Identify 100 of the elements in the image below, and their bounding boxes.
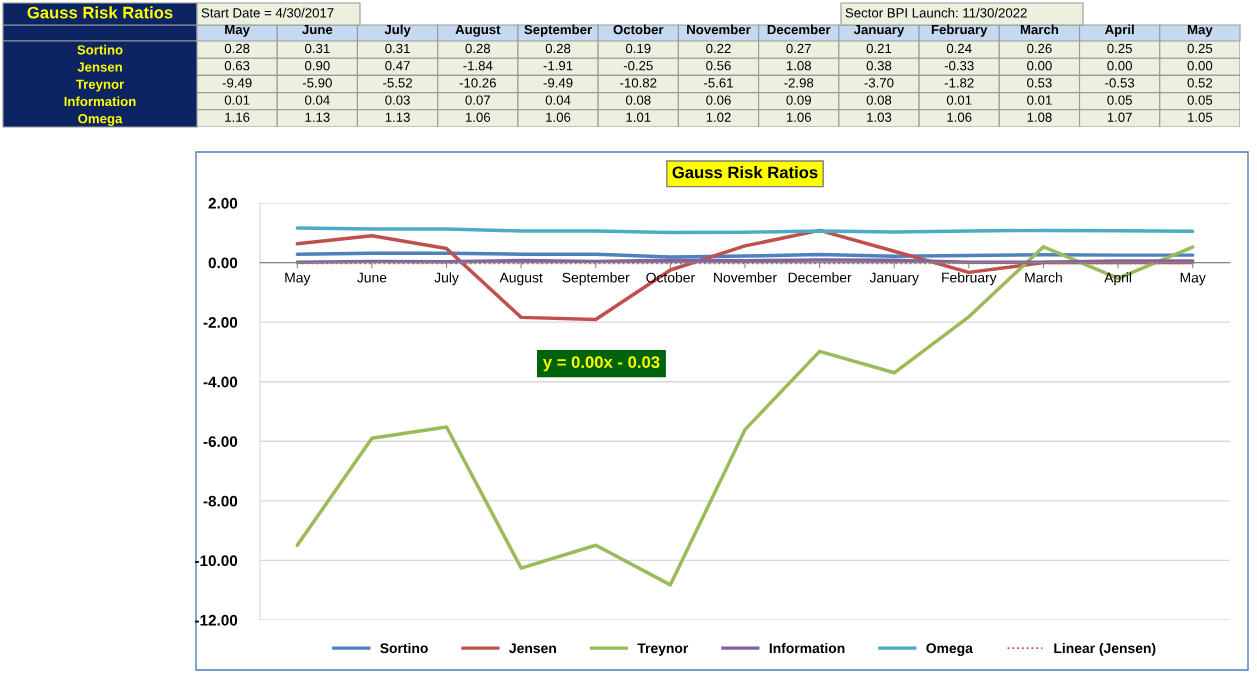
data-label: 0.01 xyxy=(946,95,972,105)
data-label: 0.00 xyxy=(1187,61,1213,71)
data-label: 0.08 xyxy=(625,95,651,105)
data-label: 0.28 xyxy=(465,43,491,54)
data-label: 0.31 xyxy=(385,43,410,54)
data-label: -10.82 xyxy=(620,78,657,88)
data-label: 0.22 xyxy=(706,43,731,54)
data-label: 0.00 xyxy=(1027,61,1052,71)
y-tick-label: -12.00 xyxy=(195,614,238,626)
legend-label: Jensen xyxy=(509,643,556,654)
x-tick-label: December xyxy=(788,272,852,283)
data-label: 0.25 xyxy=(1107,43,1132,54)
y-tick-label: -2.00 xyxy=(203,317,238,328)
y-tick-label: -8.00 xyxy=(203,495,238,507)
data-label: 0.56 xyxy=(706,61,731,71)
data-label: 0.05 xyxy=(1187,95,1213,105)
x-tick-label: May xyxy=(1180,272,1206,286)
data-label: -5.61 xyxy=(704,78,733,88)
x-tick-label: February xyxy=(942,272,997,286)
x-tick-label: March xyxy=(1025,272,1062,283)
y-tick-label: -10.00 xyxy=(195,555,238,567)
data-label: 0.21 xyxy=(866,43,892,54)
x-tick-label: May xyxy=(225,25,250,37)
data-label: -9.49 xyxy=(543,78,573,88)
data-label: -5.52 xyxy=(383,78,412,88)
data-label: 0.01 xyxy=(1027,95,1052,105)
x-tick-label: August xyxy=(499,272,543,286)
data-label: 0.05 xyxy=(1107,95,1132,105)
y-tick-label: -4.00 xyxy=(203,376,238,388)
legend-label: Treynor xyxy=(637,643,689,656)
x-tick-label: July xyxy=(384,24,411,37)
data-label: 0.08 xyxy=(866,95,892,105)
data-label: -10.26 xyxy=(459,78,496,88)
data-label: 0.06 xyxy=(706,95,731,105)
y-tick-label: Information xyxy=(64,96,136,107)
data-label: 0.28 xyxy=(545,43,571,54)
data-label: 1.06 xyxy=(947,112,972,122)
data-label: 1.06 xyxy=(786,112,811,122)
data-label: 0.31 xyxy=(305,43,330,54)
data-label: 1.13 xyxy=(385,112,410,122)
data-label: 1.06 xyxy=(465,112,491,122)
data-label: 0.01 xyxy=(224,95,250,105)
y-tick-label: Omega xyxy=(78,113,123,126)
data-label: -0.53 xyxy=(1105,78,1135,88)
y-tick-label: Sortino xyxy=(77,44,123,55)
data-label: 0.26 xyxy=(1027,43,1052,54)
x-tick-label: June xyxy=(302,25,333,35)
data-label: -9.49 xyxy=(222,78,252,88)
data-label: 0.00 xyxy=(1107,61,1132,71)
x-tick-label: July xyxy=(434,272,459,286)
chart-title: Gauss Risk Ratios xyxy=(27,6,173,19)
data-label: 1.02 xyxy=(706,112,731,122)
data-label: 0.63 xyxy=(224,61,250,71)
data-label: 0.53 xyxy=(1027,78,1052,88)
data-label: 0.09 xyxy=(786,95,811,105)
data-label: 0.27 xyxy=(786,43,811,54)
data-label: 0.90 xyxy=(305,61,330,71)
data-label: 0.28 xyxy=(224,43,250,54)
data-label: -0.33 xyxy=(944,61,974,71)
x-tick-label: April xyxy=(1104,24,1134,37)
data-label: -5.90 xyxy=(302,78,332,88)
y-tick-label: 0.00 xyxy=(208,257,238,269)
data-label: 0.19 xyxy=(625,43,651,54)
data-label: 0.47 xyxy=(385,61,410,71)
legend-label: Information xyxy=(769,642,845,654)
x-tick-label: August xyxy=(455,24,501,37)
data-label: 0.25 xyxy=(1187,43,1213,54)
x-tick-label: June xyxy=(357,272,387,283)
data-label: 1.06 xyxy=(546,112,571,122)
data-label: 0.04 xyxy=(305,95,330,105)
x-tick-label: September xyxy=(562,272,630,286)
y-tick-label: Jensen xyxy=(77,62,122,72)
legend-label: Omega xyxy=(926,643,973,656)
data-label: 0.24 xyxy=(946,43,972,54)
x-tick-label: December xyxy=(767,24,831,35)
x-tick-label: November xyxy=(714,272,777,283)
data-label: 0.52 xyxy=(1187,78,1213,88)
x-tick-label: May xyxy=(285,272,311,286)
x-tick-label: April xyxy=(1104,272,1132,286)
text: Sector BPI Launch: 11/30/2022 xyxy=(845,7,1027,18)
data-label: -1.84 xyxy=(463,61,493,71)
data-label: 0.07 xyxy=(465,95,490,105)
data-label: -1.91 xyxy=(543,61,573,71)
x-tick-label: September xyxy=(524,24,592,37)
data-label: 1.16 xyxy=(225,112,250,122)
x-tick-label: February xyxy=(931,24,988,37)
data-label: 0.38 xyxy=(866,61,892,71)
data-label: 1.05 xyxy=(1188,112,1213,122)
data-label: 1.03 xyxy=(867,112,892,122)
data-label: 1.13 xyxy=(305,112,330,122)
data-label: 1.08 xyxy=(1027,112,1052,122)
y-tick-label: -6.00 xyxy=(203,436,238,447)
y-tick-label: 2.00 xyxy=(208,197,238,209)
data-label: -3.70 xyxy=(864,78,894,88)
legend-label: Linear (Jensen) xyxy=(1054,642,1156,656)
x-tick-label: October xyxy=(613,24,664,35)
x-tick-label: January xyxy=(853,25,905,37)
data-label: -0.25 xyxy=(623,61,653,71)
x-tick-label: January xyxy=(869,272,919,286)
data-label: 0.03 xyxy=(385,95,410,105)
